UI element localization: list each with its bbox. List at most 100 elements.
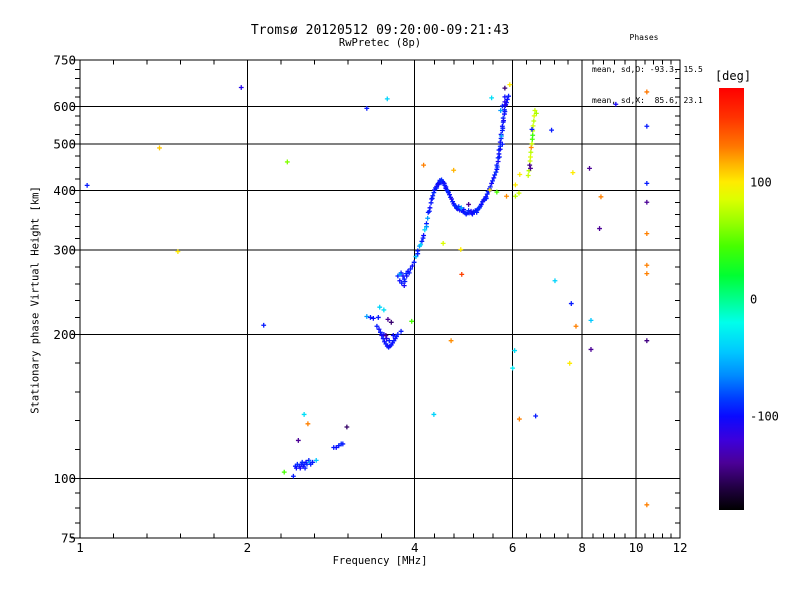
phases-mean-x-line: mean, sd,X: 85.6, 23.1 — [592, 96, 703, 105]
data-point — [499, 103, 505, 109]
data-point — [525, 173, 531, 178]
colorbar — [719, 88, 744, 510]
data-point — [413, 254, 419, 259]
data-point — [364, 106, 370, 111]
data-point — [506, 93, 511, 99]
plot-frame — [79, 59, 681, 539]
data-point — [644, 199, 650, 205]
data-point — [568, 301, 574, 306]
data-point — [570, 170, 576, 176]
data-point — [588, 317, 594, 323]
data-point — [384, 336, 389, 341]
data-point — [587, 165, 592, 171]
colorbar-unit-label: [deg] — [714, 69, 752, 83]
data-point — [644, 89, 650, 95]
data-point — [419, 239, 425, 244]
data-point — [451, 167, 457, 173]
x-tick-label: 6 — [509, 540, 517, 555]
data-point — [531, 118, 537, 124]
data-point — [431, 412, 437, 417]
data-point — [418, 242, 424, 248]
data-point — [458, 205, 464, 211]
axis-ticks — [71, 59, 681, 539]
data-point — [411, 259, 417, 265]
data-point — [474, 209, 480, 215]
data-point — [436, 181, 442, 187]
data-point — [395, 331, 401, 337]
data-point — [390, 333, 396, 338]
data-point — [613, 101, 619, 107]
data-point — [406, 270, 412, 276]
data-point — [466, 202, 472, 207]
x-tick-label: 2 — [244, 540, 252, 555]
data-point — [503, 102, 509, 107]
data-point — [397, 278, 403, 284]
data-point — [463, 211, 469, 217]
data-point — [426, 208, 432, 214]
data-point — [490, 178, 495, 184]
data-point — [468, 208, 474, 214]
data-point — [385, 316, 391, 322]
data-point — [644, 231, 650, 236]
data-point — [504, 97, 510, 102]
data-point — [398, 328, 404, 334]
x-axis-label: Frequency [MHz] — [332, 555, 428, 567]
data-point — [528, 154, 533, 160]
data-point — [261, 322, 267, 328]
data-point — [493, 169, 499, 175]
data-point — [302, 465, 308, 471]
data-point — [513, 182, 518, 188]
data-point — [597, 226, 602, 231]
data-point — [301, 412, 307, 417]
y-tick-label: 300 — [53, 243, 76, 258]
x-tick-label: 4 — [411, 540, 419, 555]
data-point — [510, 365, 516, 371]
data-point — [573, 323, 579, 329]
data-point — [484, 191, 490, 197]
data-point — [434, 185, 440, 191]
data-point — [644, 338, 650, 344]
data-point — [458, 247, 464, 252]
x-tick-label: 10 — [628, 540, 643, 555]
data-point — [388, 319, 394, 325]
data-point — [502, 85, 508, 91]
data-point — [644, 180, 650, 186]
data-point — [424, 224, 429, 230]
data-point — [499, 141, 505, 147]
data-point — [528, 149, 534, 155]
data-point — [498, 108, 504, 113]
data-point — [533, 110, 539, 116]
data-point — [448, 338, 454, 344]
data-point — [374, 323, 380, 329]
data-point — [533, 413, 539, 419]
data-point — [528, 145, 534, 150]
data-point — [333, 445, 339, 450]
data-point — [527, 162, 533, 168]
y-tick-label: 600 — [53, 99, 76, 114]
data-point — [504, 193, 509, 199]
data-point — [549, 127, 554, 133]
data-point — [478, 202, 484, 207]
phases-mean-o-line: mean, sd,O: -93.3, 15.5 — [592, 64, 703, 74]
data-point — [527, 158, 533, 164]
x-tick-label: 1 — [76, 540, 84, 555]
data-point — [422, 227, 428, 233]
y-tick-label: 75 — [61, 531, 76, 546]
data-point — [397, 272, 403, 277]
data-point — [530, 132, 536, 138]
data-point — [175, 249, 181, 255]
data-point — [378, 329, 383, 335]
y-tick-label: 200 — [53, 327, 76, 342]
data-point — [377, 304, 383, 310]
y-tick-label: 100 — [53, 471, 76, 486]
phases-summary: Phases mean, sd,O: -93.3, 15.5 mean, sd,… — [592, 12, 710, 128]
data-point — [281, 469, 287, 475]
data-point — [238, 85, 244, 90]
x-tick-label: 8 — [578, 540, 586, 555]
data-point — [499, 133, 504, 139]
data-point — [500, 125, 506, 131]
data-point — [517, 172, 523, 177]
data-point — [492, 172, 498, 178]
